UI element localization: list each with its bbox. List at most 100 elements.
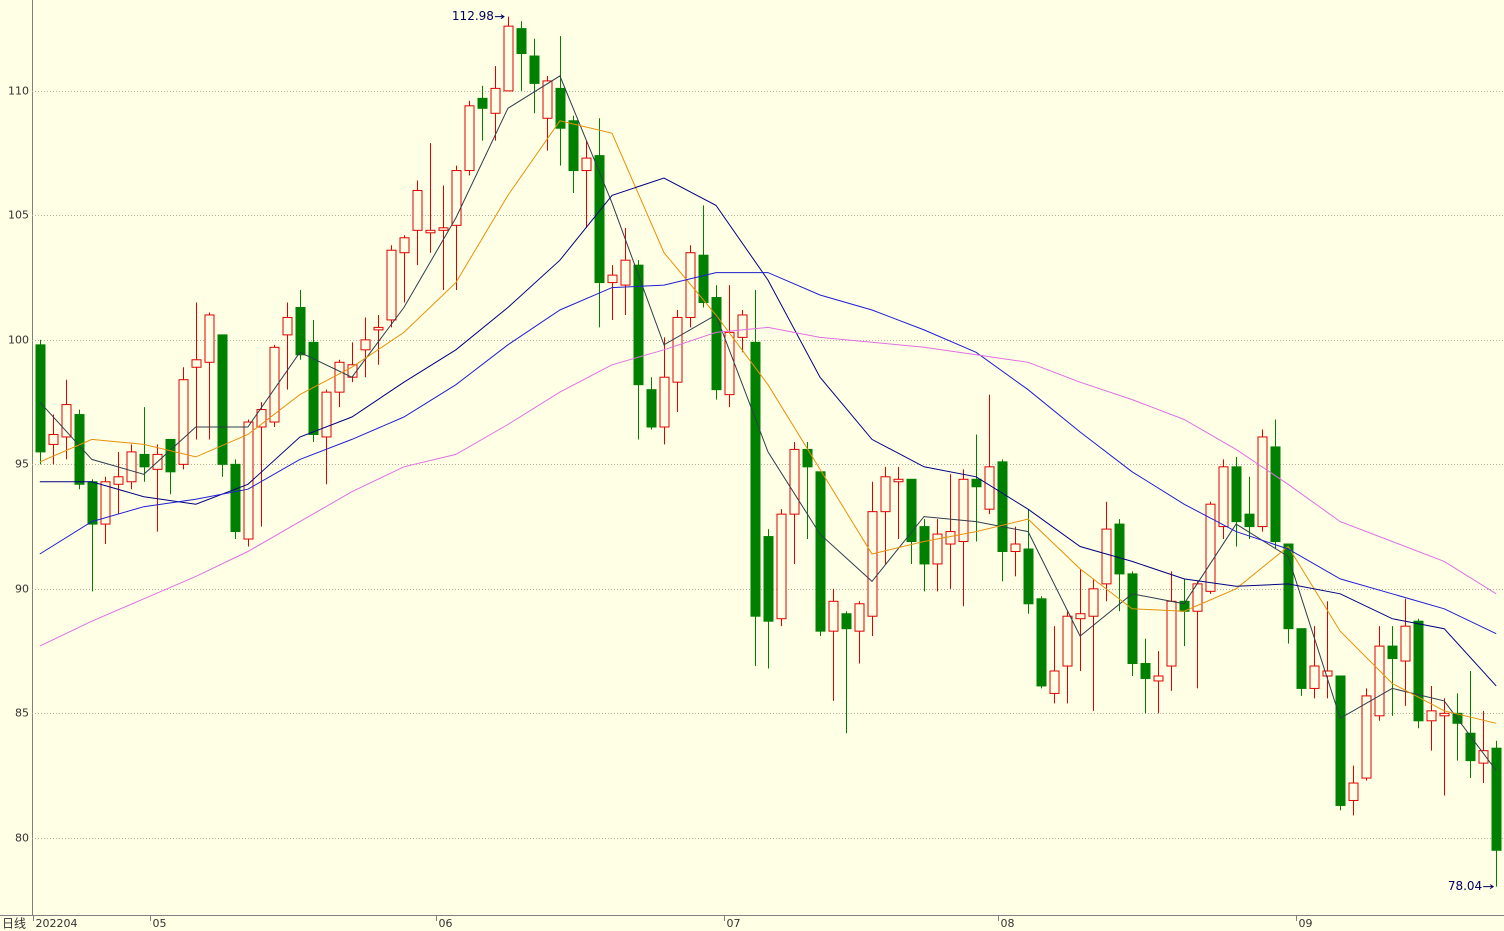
candle-body [802, 448, 813, 468]
candle-body [1127, 573, 1138, 665]
candle-body [1491, 747, 1502, 851]
candle-body [113, 476, 124, 485]
candle-body [1439, 712, 1450, 717]
candle-body [1088, 588, 1099, 617]
candle-body [477, 97, 488, 109]
candle-body [386, 249, 397, 321]
candle-body [165, 438, 176, 473]
candle-body [1101, 528, 1112, 585]
candle-body [1348, 782, 1359, 801]
candle-body [243, 421, 254, 540]
candle-body [763, 536, 774, 622]
max-arrow [494, 14, 505, 20]
candle-body [919, 526, 930, 565]
candle-body [776, 513, 787, 620]
ma-line [39, 120, 1497, 724]
candle-body [1270, 446, 1281, 543]
x-tick-label: 09 [1299, 917, 1313, 930]
candle-body [1010, 543, 1021, 552]
candle-body [555, 87, 566, 129]
candle-body [1205, 503, 1216, 592]
candle-body [295, 306, 306, 356]
max-label: 112.98 [452, 9, 494, 23]
y-tick-label: 95 [15, 458, 29, 471]
candle-body [48, 433, 59, 445]
candle-body [1036, 598, 1047, 687]
candle-body [737, 314, 748, 338]
x-tick-label: 06 [439, 917, 453, 930]
ma-line [39, 75, 1497, 771]
candle-body [139, 453, 150, 468]
candle-body [945, 531, 956, 545]
candle-body [451, 170, 462, 226]
candle-body [581, 157, 592, 172]
candle-body [1075, 613, 1086, 620]
candle-body [542, 80, 553, 119]
candle-body [1296, 628, 1307, 689]
candle-body [841, 613, 852, 630]
x-tick-label: 202204 [36, 917, 78, 930]
candle-body [269, 346, 280, 423]
candle-body [308, 341, 319, 435]
ma-line [39, 177, 1497, 687]
candle-body [178, 379, 189, 465]
candle-body [334, 361, 345, 393]
candle-body [87, 481, 98, 525]
ma-line [39, 326, 1497, 647]
candle-body [126, 451, 137, 483]
candle-body [425, 229, 436, 234]
period-label: 日线 [2, 917, 26, 931]
candle-body [906, 478, 917, 543]
candle-body [672, 316, 683, 383]
candle-body [256, 409, 267, 428]
candle-body [230, 463, 241, 533]
candle-body [854, 603, 865, 632]
y-tick-label: 85 [15, 707, 29, 720]
candle-body [620, 259, 631, 286]
candle-body [1322, 670, 1333, 677]
y-tick-label: 90 [15, 583, 29, 596]
candle-body [360, 339, 371, 351]
candle-body [1478, 750, 1489, 764]
x-tick-label: 08 [1001, 917, 1015, 930]
candle-body [1231, 466, 1242, 523]
candle-body [1049, 670, 1060, 694]
candle-body [412, 189, 423, 231]
candle-body [815, 471, 826, 632]
candle-body [698, 254, 709, 304]
candle-body [568, 120, 579, 172]
candle-body [958, 478, 969, 543]
candle-body [1062, 615, 1073, 667]
candle-body [74, 414, 85, 485]
candle-body [607, 274, 618, 284]
candle-body [490, 87, 501, 114]
candle-body [1413, 620, 1424, 722]
candle-body [516, 28, 527, 55]
candle-body [503, 25, 514, 92]
y-tick-label: 105 [8, 209, 29, 222]
candle-body [1244, 513, 1255, 528]
ma-line [39, 272, 1497, 635]
candle-body [971, 478, 982, 488]
candle-body [1309, 665, 1320, 689]
candle-body [373, 326, 384, 331]
candle-body [997, 461, 1008, 552]
candle-body [35, 344, 46, 453]
candle-body [646, 389, 657, 428]
x-tick-label: 05 [153, 917, 167, 930]
candle-body [789, 448, 800, 515]
candle-body [1335, 675, 1346, 806]
candle-body [464, 105, 475, 172]
min-label: 78.04 [1448, 879, 1482, 893]
candle-body [932, 533, 943, 565]
min-arrow [1483, 884, 1495, 890]
candle-body [204, 314, 215, 363]
candle-body [282, 316, 293, 336]
candle-body [1374, 645, 1385, 717]
candle-body [867, 511, 878, 617]
candle-body [1361, 695, 1372, 779]
y-tick-label: 110 [8, 85, 29, 98]
candle-body [828, 600, 839, 632]
candle-body [1257, 436, 1268, 528]
